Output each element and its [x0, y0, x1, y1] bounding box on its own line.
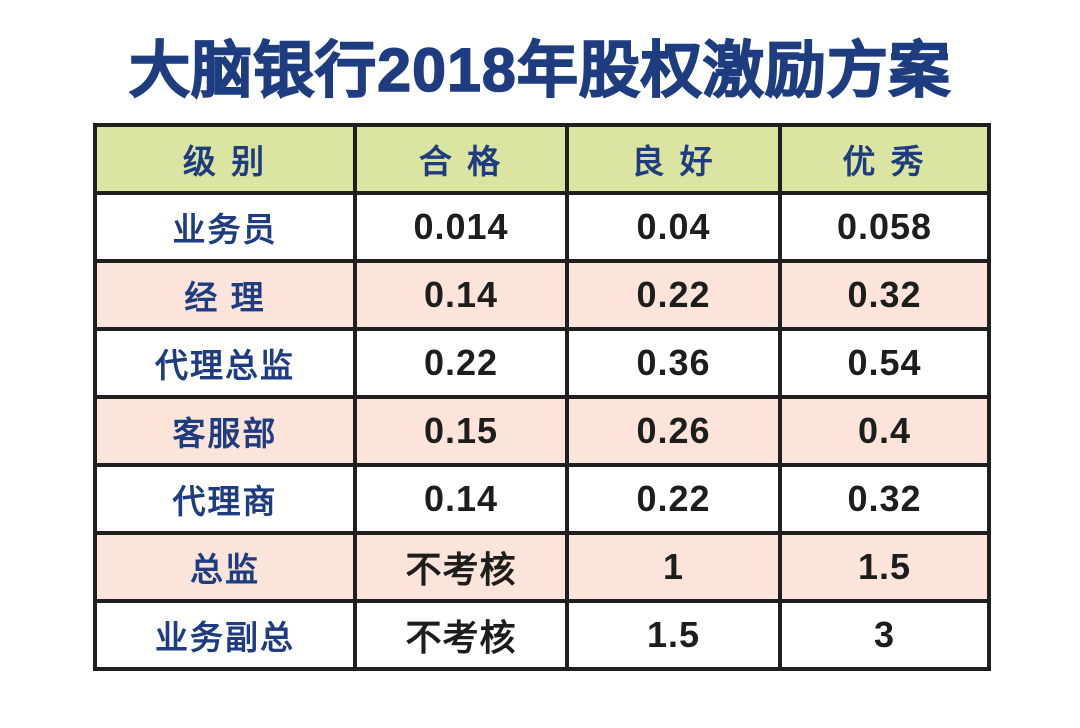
table-row: 总监 不考核 1 1.5: [93, 531, 991, 603]
cell-value: 0.22: [565, 259, 782, 331]
cell-value: 1.5: [778, 531, 991, 603]
cell-value: 不考核: [353, 531, 569, 603]
cell-value: 1.5: [565, 599, 782, 671]
cell-value: 0.22: [565, 463, 782, 535]
cell-value: 3: [778, 599, 991, 671]
row-label: 总监: [93, 531, 357, 603]
row-label: 客服部: [93, 395, 357, 467]
table-row: 业务员 0.014 0.04 0.058: [93, 191, 991, 263]
row-label: 经 理: [93, 259, 357, 331]
cell-value: 0.04: [565, 191, 782, 263]
table-row: 经 理 0.14 0.22 0.32: [93, 259, 991, 331]
table-row: 代理商 0.14 0.22 0.32: [93, 463, 991, 535]
table-header-row: 级 别 合 格 良 好 优 秀: [93, 123, 991, 195]
table-row: 代理总监 0.22 0.36 0.54: [93, 327, 991, 399]
cell-value: 0.15: [353, 395, 569, 467]
cell-value: 0.32: [778, 463, 991, 535]
cell-value: 0.36: [565, 327, 782, 399]
cell-value: 0.14: [353, 259, 569, 331]
row-label: 代理商: [93, 463, 357, 535]
row-label: 代理总监: [93, 327, 357, 399]
cell-value: 0.22: [353, 327, 569, 399]
row-label: 业务副总: [93, 599, 357, 671]
cell-value: 0.14: [353, 463, 569, 535]
row-label: 业务员: [93, 191, 357, 263]
cell-value: 0.32: [778, 259, 991, 331]
table-row: 业务副总 不考核 1.5 3: [93, 599, 991, 671]
cell-value: 0.058: [778, 191, 991, 263]
cell-value: 不考核: [353, 599, 569, 671]
column-header-level: 级 别: [93, 123, 357, 195]
cell-value: 0.26: [565, 395, 782, 467]
column-header-qualified: 合 格: [353, 123, 569, 195]
cell-value: 0.54: [778, 327, 991, 399]
incentive-table: 级 别 合 格 良 好 优 秀 业务员 0.014 0.04 0.058 经 理…: [93, 123, 991, 671]
column-header-excellent: 优 秀: [778, 123, 991, 195]
cell-value: 1: [565, 531, 782, 603]
table-row: 客服部 0.15 0.26 0.4: [93, 395, 991, 467]
cell-value: 0.014: [353, 191, 569, 263]
column-header-good: 良 好: [565, 123, 782, 195]
cell-value: 0.4: [778, 395, 991, 467]
page-title: 大脑银行2018年股权激励方案: [128, 35, 951, 105]
